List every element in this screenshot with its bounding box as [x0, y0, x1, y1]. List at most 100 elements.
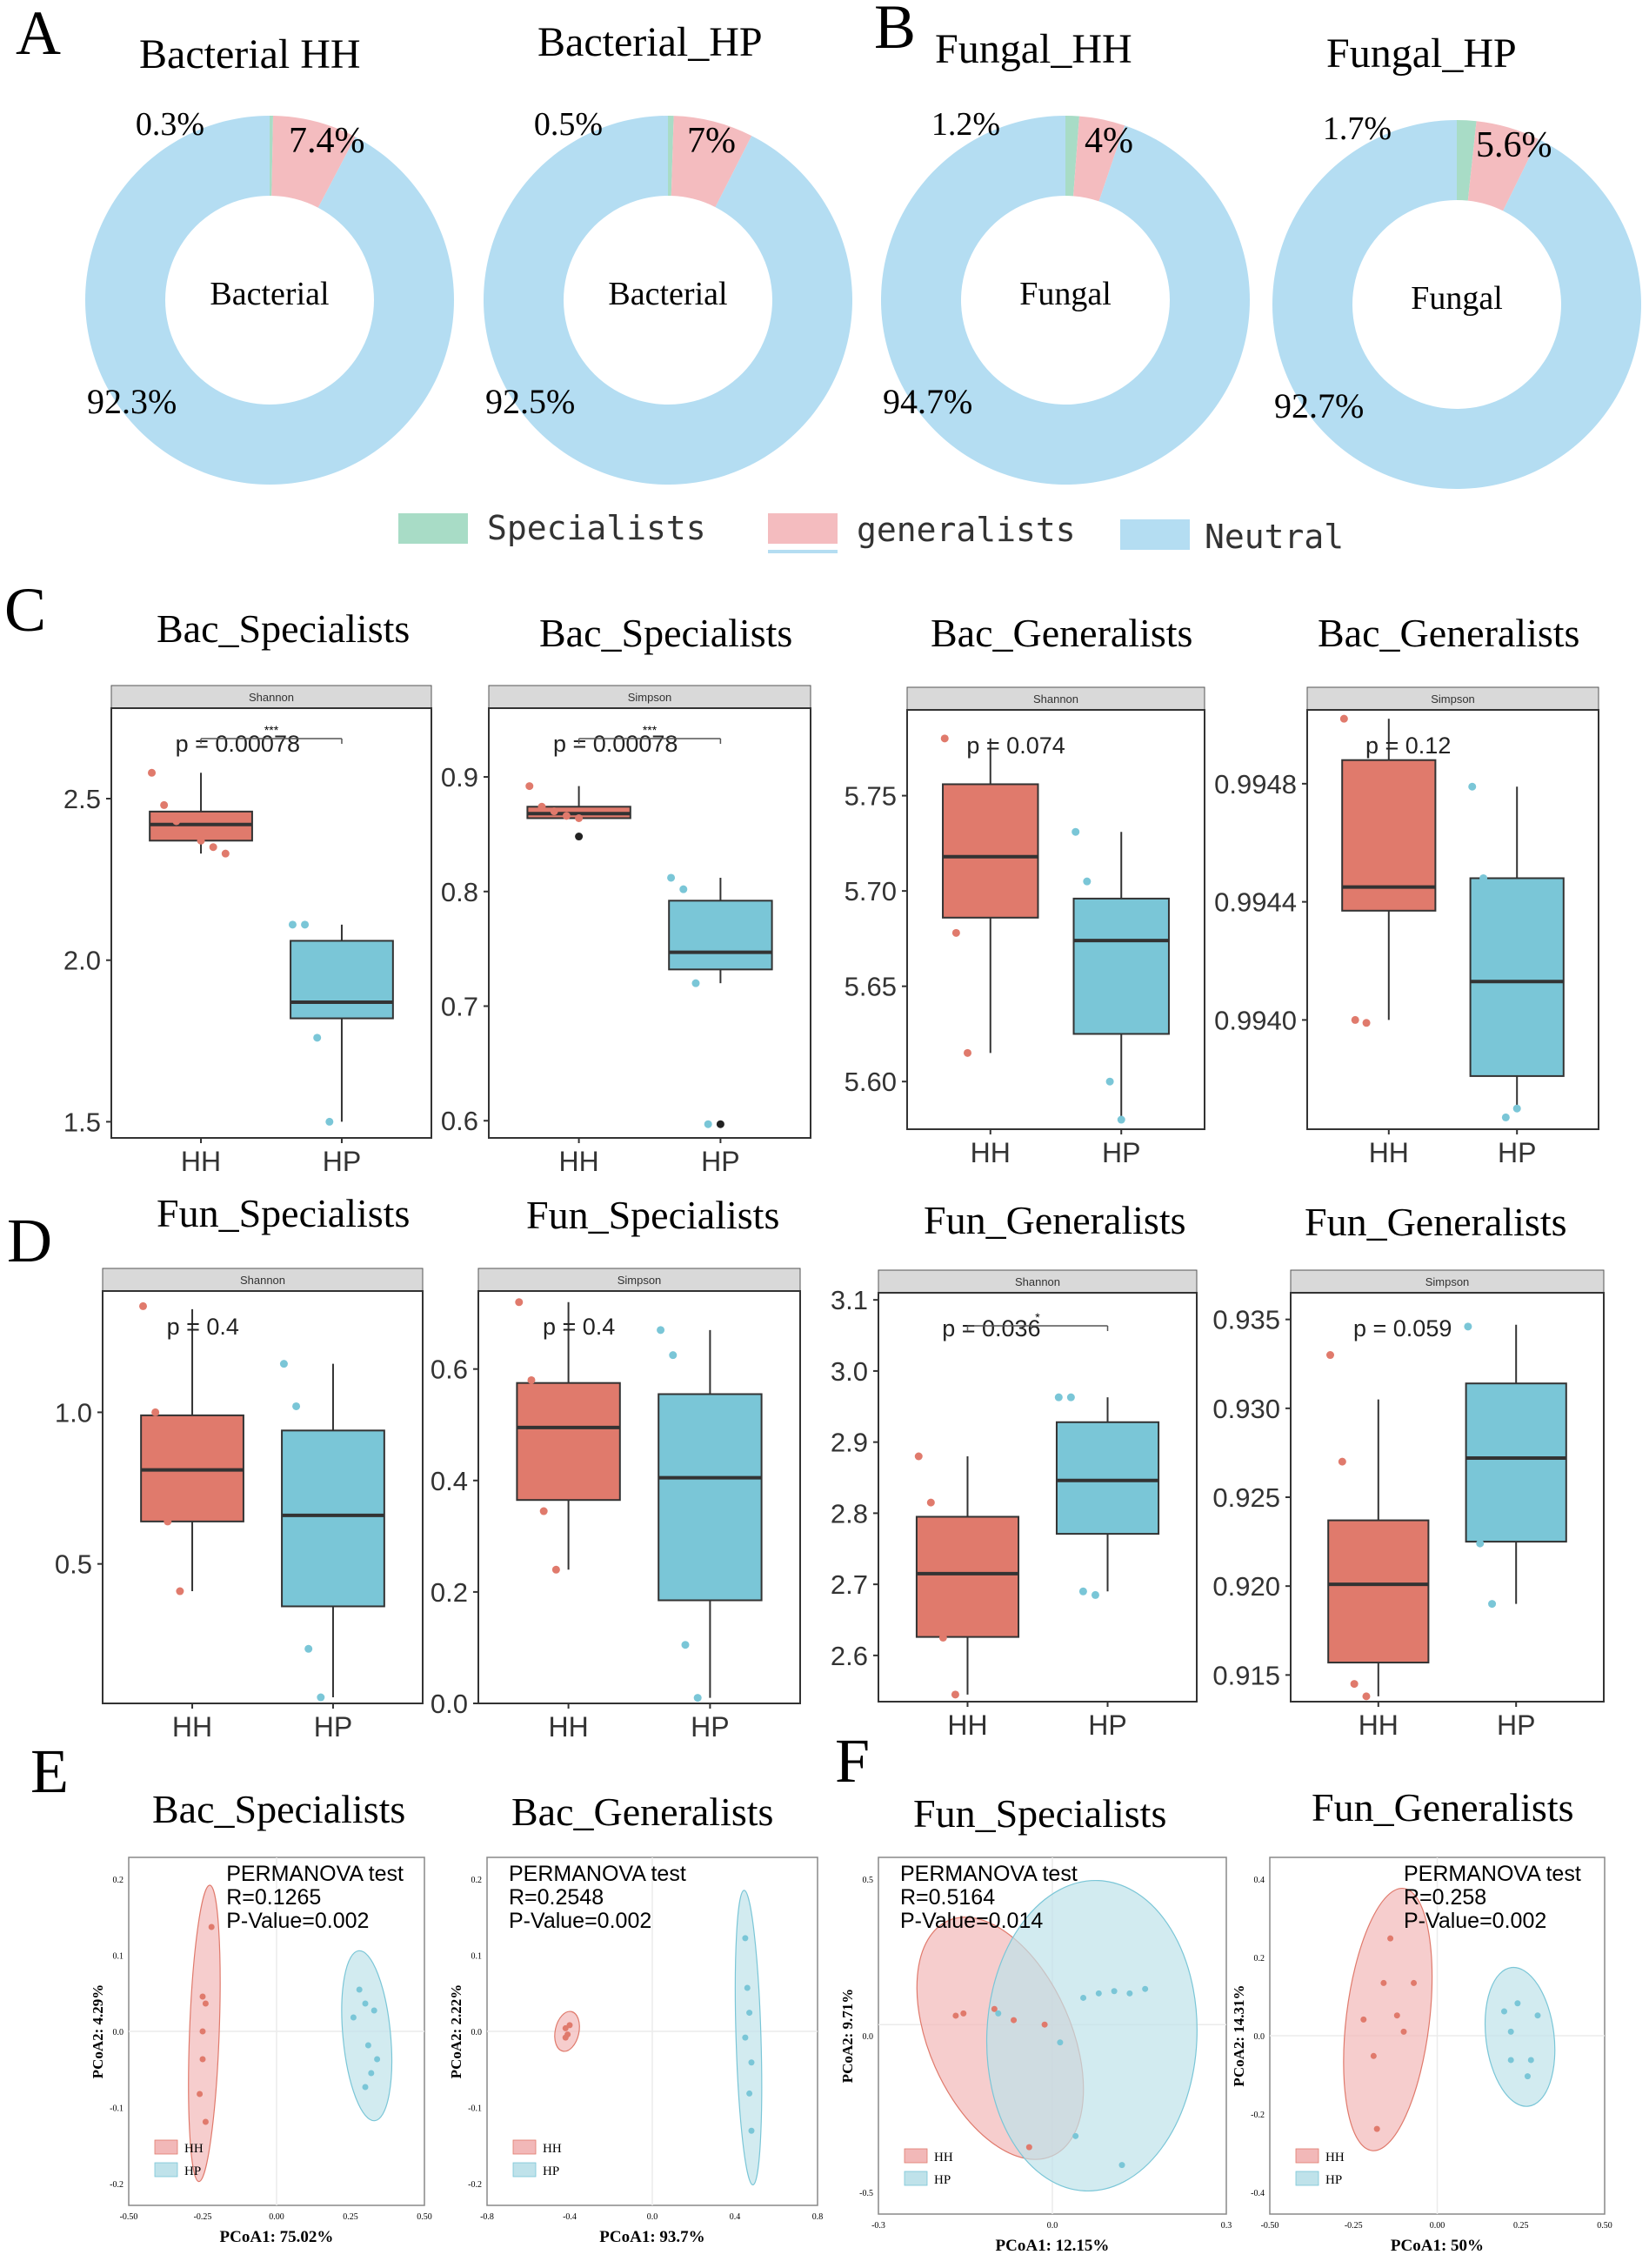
y-tick-label: 0.2: [113, 1876, 124, 1885]
box: [1072, 897, 1170, 1035]
y-axis-label: PCoA2: 4.29%: [90, 1984, 106, 2079]
y-tick-label: 2.8: [831, 1498, 868, 1529]
box-group-hh: [525, 782, 631, 841]
boxplot-title: Bac_Specialists: [157, 606, 410, 651]
y-tick-label: 0.4: [1254, 1876, 1265, 1885]
facet-strip-label: Shannon: [240, 1274, 285, 1287]
donut-center-label: Fungal: [1411, 280, 1503, 317]
p-value-label: p = 0.059: [1353, 1315, 1452, 1341]
x-axis-label: PCoA1: 12.15%: [996, 2237, 1110, 2255]
facet-strip: [1306, 686, 1599, 711]
outlier-point: [716, 1120, 724, 1128]
pcoa-chart-2: Bac_Generalists -0.8 -0.4 0.0 0.4 0.8 0.2 0.1 0.…: [448, 1790, 823, 2246]
y-axis-label: PCoA2: 9.71%: [839, 1989, 856, 2084]
box: [1469, 877, 1565, 1077]
y-tick-label: -0.1: [468, 2104, 482, 2114]
permanova-r: R=0.2548: [509, 1885, 604, 1910]
legend-swatch-hh: [904, 2148, 928, 2164]
x-tick-label: -0.4: [563, 2212, 577, 2222]
facet-strip: [477, 1268, 801, 1292]
data-point: [160, 800, 169, 809]
boxplot-chart-8: Fun_Generalists Simpson 0.915 0.920 0.925 0.9…: [1212, 1200, 1605, 1741]
data-point: [301, 920, 310, 929]
data-point: [288, 920, 297, 929]
x-tick-label: HH: [181, 1146, 221, 1177]
panel-letter-f: F: [835, 1726, 870, 1796]
sample-point-hp: [350, 2014, 357, 2021]
data-point: [527, 1375, 536, 1384]
y-tick-label: 0.8: [441, 877, 478, 907]
y-tick-label: 0.925: [1212, 1482, 1280, 1513]
facet-strip-label: Shannon: [1015, 1275, 1060, 1288]
x-tick-label: HH: [1359, 1709, 1399, 1741]
data-point: [1072, 827, 1080, 836]
donut-label-generalists: 5.6%: [1476, 125, 1552, 165]
permanova-p: P-Value=0.002: [1404, 1909, 1546, 1933]
box-group-hp: [279, 1360, 385, 1702]
confidence-ellipse-hp: [734, 1890, 763, 2186]
boxplot-panels: Bac_Specialists Shannon 1.5 2.0 2.5 HH HP p = 0…: [55, 606, 1605, 1743]
sample-point-hp: [1095, 1990, 1102, 1997]
data-point: [657, 1326, 665, 1335]
data-point: [550, 807, 558, 816]
data-point: [938, 1633, 947, 1642]
significance-stars: *: [1035, 1310, 1040, 1324]
data-point: [1338, 1457, 1346, 1466]
pcoa-chart-1: Bac_Specialists -0.50 -0.25 0.00 0.25 0.50 0.2…: [90, 1787, 432, 2246]
boxplot-title: Fun_Specialists: [526, 1193, 779, 1237]
data-point: [679, 885, 688, 893]
legend-label-hp: HP: [543, 2164, 559, 2178]
data-point: [164, 1517, 172, 1526]
y-tick-label: -0.2: [110, 2180, 124, 2190]
data-point: [313, 1034, 322, 1042]
box: [658, 1393, 763, 1602]
legend-label-hh: HH: [1325, 2151, 1345, 2164]
sample-point-hp: [1507, 2057, 1514, 2064]
box: [1055, 1421, 1160, 1535]
pcoa-title: Bac_Generalists: [511, 1790, 773, 1834]
permanova-p: P-Value=0.002: [226, 1909, 369, 1933]
y-tick-label: -0.5: [859, 2189, 873, 2198]
donut-center-label: Fungal: [1019, 276, 1112, 312]
data-point: [1351, 1015, 1359, 1024]
data-point: [693, 1694, 702, 1703]
boxplot-title: Fun_Generalists: [1305, 1200, 1567, 1244]
legend-swatch-hh: [512, 2139, 537, 2155]
data-point: [1091, 1590, 1099, 1599]
sample-point-hh: [1387, 1935, 1394, 1942]
data-point: [139, 1301, 148, 1310]
y-tick-label: 0.9948: [1214, 769, 1297, 799]
y-tick-label: 3.1: [831, 1285, 868, 1315]
boxplot-chart-3: Bac_Generalists Shannon 5.60 5.65 5.70 5.75 HH…: [845, 611, 1205, 1168]
donut-slice-specialists: [1457, 120, 1477, 201]
y-tick-label: 0.5: [55, 1549, 92, 1580]
legend-label-hh: HH: [934, 2151, 953, 2164]
significance-stars: ***: [643, 723, 658, 737]
legend-swatch-hh: [154, 2139, 178, 2155]
pcoa-title: Fun_Generalists: [1312, 1785, 1574, 1830]
permanova-r: R=0.5164: [900, 1885, 995, 1910]
data-point: [1468, 782, 1477, 791]
donut-slice-generalists: [671, 116, 752, 208]
x-tick-label: HH: [172, 1711, 212, 1743]
sample-point-hh: [1380, 1979, 1387, 1986]
donut-label-neutral: 92.3%: [87, 382, 177, 421]
donut-slice-neutral: [1272, 120, 1641, 489]
y-tick-label: 2.0: [63, 946, 101, 976]
donut-chart-3: Fungal_HH Fungal 1.2% 4% 94.7%: [880, 26, 1250, 485]
sample-point-hh: [991, 2005, 998, 2012]
x-tick-label: -0.50: [1261, 2221, 1279, 2231]
facet-strip-label: Shannon: [249, 691, 294, 704]
donut-label-specialists: 0.3%: [136, 106, 204, 143]
sample-point-hp: [746, 2090, 753, 2097]
donut-slice-specialists: [668, 116, 674, 197]
x-tick-label: 0.50: [417, 2212, 432, 2222]
y-tick-label: 0.7: [441, 992, 478, 1022]
permanova-title: PERMANOVA test: [1404, 1862, 1581, 1886]
box: [915, 1515, 1020, 1638]
donut-label-specialists: 0.5%: [534, 106, 603, 143]
y-tick-label: 2.5: [63, 784, 101, 814]
data-point: [176, 1587, 184, 1596]
x-tick-label: 0.00: [1430, 2221, 1445, 2231]
x-tick-label: 0.00: [269, 2212, 284, 2222]
